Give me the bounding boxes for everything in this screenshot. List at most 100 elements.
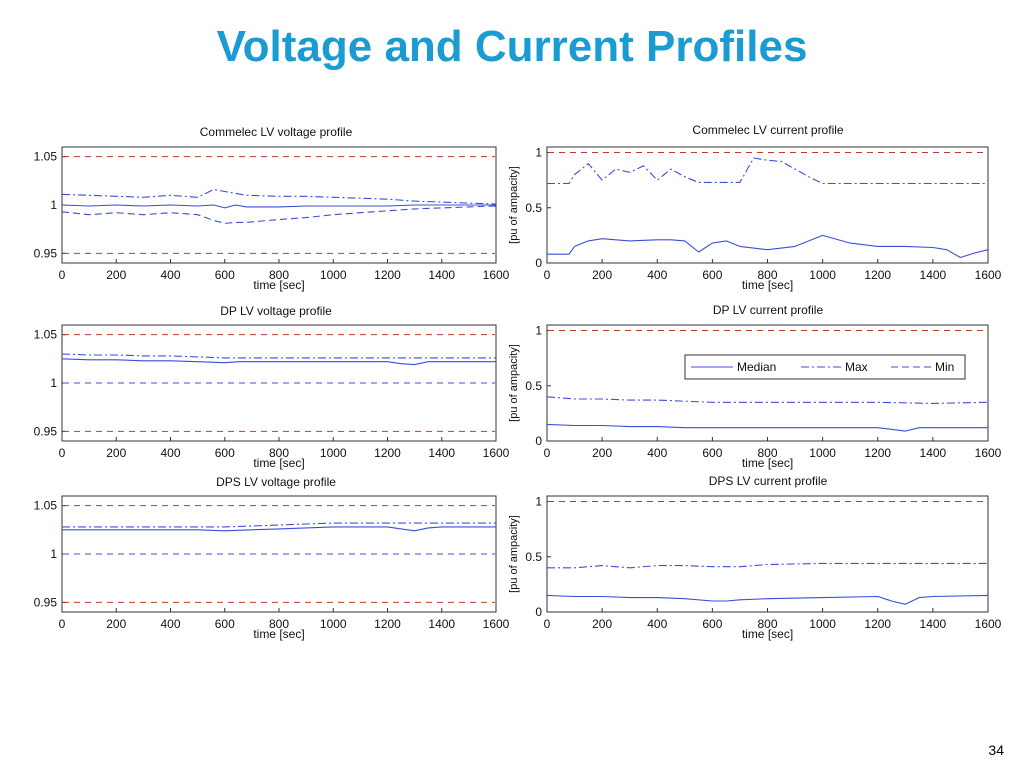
y-tick-label: 0.5 xyxy=(525,550,542,564)
plot-frame xyxy=(546,324,989,442)
series-median-line xyxy=(61,358,496,366)
y-axis-label: [pu of ampacity] xyxy=(508,166,520,244)
series-max-line xyxy=(547,157,988,185)
slide-title: Voltage and Current Profiles xyxy=(216,22,808,71)
chart-panel-2: Commelec LV current profile 0 200 400 600 800… xyxy=(508,123,1002,292)
x-tick-label: 800 xyxy=(269,446,289,460)
x-tick-label: 1200 xyxy=(864,446,891,460)
y-tick-label: 1.05 xyxy=(34,150,58,164)
y-tick-label: 1.05 xyxy=(34,328,58,342)
x-tick-label: 600 xyxy=(215,268,235,282)
x-tick-label: 200 xyxy=(106,446,126,460)
x-tick-label: 1200 xyxy=(864,617,891,631)
x-tick-label: 1200 xyxy=(374,268,401,282)
x-tick-label: 1200 xyxy=(374,446,401,460)
chart-title: DP LV voltage profile xyxy=(220,304,332,318)
chart-title: Commelec LV current profile xyxy=(692,123,843,137)
y-tick-label: 1 xyxy=(50,547,57,561)
x-tick-label: 1600 xyxy=(975,446,1002,460)
x-tick-label: 800 xyxy=(269,617,289,631)
x-tick-label: 600 xyxy=(702,617,722,631)
y-tick-label: 1 xyxy=(535,146,542,160)
chart-panel-4: DP LV current profile 0 200 400 600 800 1000 12… xyxy=(508,303,1002,470)
y-tick-label: 0.95 xyxy=(34,246,58,260)
x-axis-label: time [sec] xyxy=(253,278,304,292)
x-tick-label: 1000 xyxy=(320,446,347,460)
x-tick-label: 400 xyxy=(160,268,180,282)
x-tick-label: 0 xyxy=(544,446,551,460)
series-max-line xyxy=(61,353,496,359)
y-tick-label: 0.5 xyxy=(525,201,542,215)
x-tick-label: 1600 xyxy=(975,617,1002,631)
x-tick-label: 1400 xyxy=(428,446,455,460)
x-tick-label: 0 xyxy=(544,617,551,631)
x-tick-label: 1400 xyxy=(920,446,947,460)
x-tick-label: 200 xyxy=(106,268,126,282)
plot-frame xyxy=(546,495,989,613)
x-tick-label: 1600 xyxy=(483,617,510,631)
x-tick-label: 800 xyxy=(757,617,777,631)
page-number: 34 xyxy=(988,742,1004,758)
x-tick-label: 1400 xyxy=(428,268,455,282)
x-tick-label: 1000 xyxy=(320,268,347,282)
x-tick-label: 0 xyxy=(59,268,66,282)
x-tick-label: 200 xyxy=(592,617,612,631)
x-tick-label: 1400 xyxy=(428,617,455,631)
y-axis-label: [pu of ampacity] xyxy=(508,515,520,593)
legend-label-min: Min xyxy=(935,360,954,374)
x-tick-label: 1000 xyxy=(809,617,836,631)
plot-frame xyxy=(546,146,989,264)
x-tick-label: 1600 xyxy=(483,268,510,282)
legend: Median Max Min xyxy=(684,354,966,380)
series-median-line xyxy=(61,204,496,209)
x-tick-label: 400 xyxy=(647,617,667,631)
x-tick-label: 0 xyxy=(544,268,551,282)
chart-title: DP LV current profile xyxy=(713,303,824,317)
series-min-line xyxy=(61,205,497,224)
y-tick-label: 0.5 xyxy=(525,379,542,393)
legend-label-median: Median xyxy=(737,360,776,374)
chart-panel-3: DP LV voltage profile 0 200 400 600 800 1000 12… xyxy=(34,304,510,470)
x-tick-label: 800 xyxy=(757,268,777,282)
series-max-line xyxy=(546,396,989,404)
series-median-line xyxy=(546,423,988,432)
x-tick-label: 1600 xyxy=(483,446,510,460)
series-median-line xyxy=(62,526,496,532)
x-tick-label: 400 xyxy=(160,617,180,631)
x-tick-label: 800 xyxy=(757,446,777,460)
x-tick-label: 1200 xyxy=(374,617,401,631)
series-median-line xyxy=(546,594,989,605)
x-tick-label: 1600 xyxy=(975,268,1002,282)
x-tick-label: 200 xyxy=(106,617,126,631)
y-tick-label: 1 xyxy=(50,376,57,390)
x-tick-label: 1400 xyxy=(920,617,947,631)
x-tick-label: 600 xyxy=(215,446,235,460)
legend-label-max: Max xyxy=(845,360,868,374)
y-tick-label: 0 xyxy=(535,256,542,270)
x-tick-label: 1400 xyxy=(920,268,947,282)
x-tick-label: 400 xyxy=(160,446,180,460)
chart-title: DPS LV voltage profile xyxy=(216,475,336,489)
series-max-line xyxy=(547,562,988,569)
y-tick-label: 1 xyxy=(50,198,57,212)
chart-title: DPS LV current profile xyxy=(709,474,828,488)
x-axis-label: time [sec] xyxy=(253,456,304,470)
y-tick-label: 0 xyxy=(535,605,542,619)
x-tick-label: 1000 xyxy=(809,268,836,282)
series-median-line xyxy=(547,234,989,259)
x-tick-label: 600 xyxy=(215,617,235,631)
series-max-line xyxy=(61,188,497,205)
chart-panel-6: DPS LV current profile 0 200 400 600 800 1000 1… xyxy=(508,474,1002,641)
chart-panel-5: DPS LV voltage profile 0 200 400 600 800 1000 1… xyxy=(34,475,510,641)
x-tick-label: 400 xyxy=(647,268,667,282)
chart-title: Commelec LV voltage profile xyxy=(200,125,353,139)
x-axis-label: time [sec] xyxy=(742,627,793,641)
x-axis-label: time [sec] xyxy=(742,278,793,292)
y-tick-label: 0 xyxy=(535,434,542,448)
x-tick-label: 400 xyxy=(647,446,667,460)
x-axis-label: time [sec] xyxy=(742,456,793,470)
x-tick-label: 800 xyxy=(269,268,289,282)
chart-panel-1: Commelec LV voltage profile 0 200 400 600 800… xyxy=(34,125,510,292)
x-tick-label: 1000 xyxy=(809,446,836,460)
